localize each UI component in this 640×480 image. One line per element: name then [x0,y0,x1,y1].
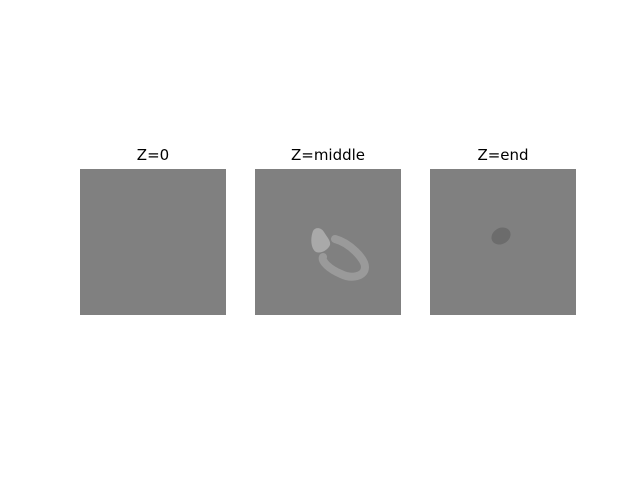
slice-background [80,169,226,315]
slice-panel-z0: Z=0 [80,145,226,315]
bright-region [311,228,331,253]
slice-image-z0 [80,169,226,315]
panel-title: Z=0 [136,146,170,164]
dark-region [491,227,511,245]
panel-title: Z=middle [290,146,366,164]
slice-panel-zmiddle: Z=middle [255,145,401,315]
slice-panel-zend: Z=end [430,145,576,315]
slice-image-zend [430,169,576,315]
panel-title: Z=end [477,146,529,164]
loop-region [318,235,369,281]
slice-image-zmiddle [255,169,401,315]
